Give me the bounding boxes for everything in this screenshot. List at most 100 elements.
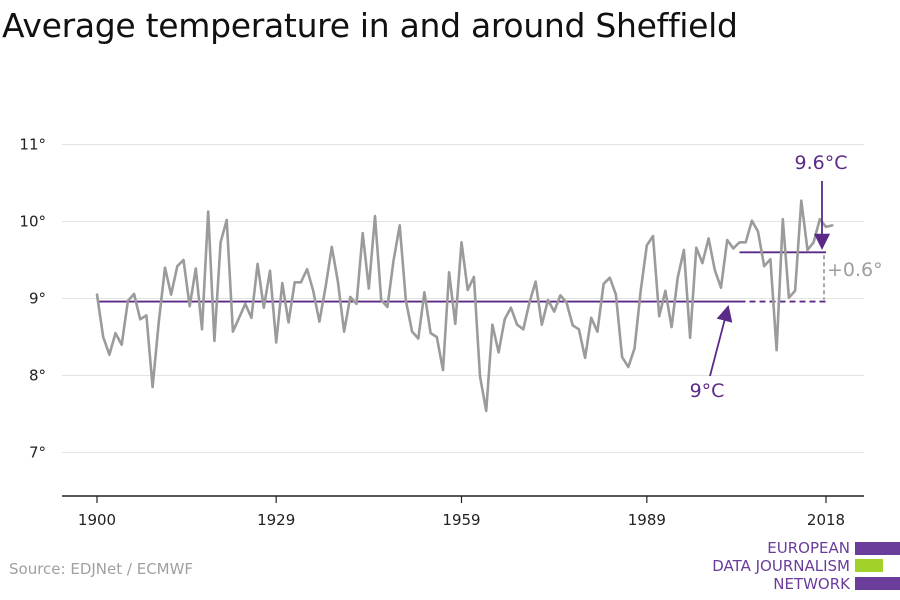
data-point-2000 bbox=[713, 268, 716, 272]
data-point-1941 bbox=[349, 295, 352, 299]
data-point-1931 bbox=[287, 321, 290, 324]
x-tick-label-2018: 2018 bbox=[807, 511, 845, 529]
y-tick-label-11: 11° bbox=[19, 136, 46, 154]
data-point-1947 bbox=[386, 305, 389, 309]
data-point-1927 bbox=[262, 306, 265, 309]
data-point-2016 bbox=[812, 241, 815, 244]
data-point-1943 bbox=[361, 231, 364, 235]
data-point-1924 bbox=[244, 302, 247, 305]
data-point-2019 bbox=[831, 224, 834, 227]
data-point-1923 bbox=[237, 316, 241, 319]
data-point-1963 bbox=[485, 409, 488, 413]
data-point-1979 bbox=[583, 356, 587, 359]
y-tick-label-8: 8° bbox=[29, 367, 46, 385]
data-point-1925 bbox=[250, 316, 253, 319]
data-point-1933 bbox=[299, 281, 302, 284]
data-point-1921 bbox=[225, 218, 228, 222]
data-point-1965 bbox=[497, 351, 500, 354]
data-point-1988 bbox=[639, 289, 642, 292]
data-point-1956 bbox=[441, 369, 445, 372]
data-point-1904 bbox=[120, 343, 123, 346]
temperature-series-line bbox=[95, 199, 834, 413]
data-point-1909 bbox=[151, 385, 154, 389]
data-point-1905 bbox=[126, 299, 129, 302]
data-point-1900 bbox=[95, 293, 99, 296]
data-point-1985 bbox=[621, 355, 624, 359]
data-point-1993 bbox=[670, 325, 673, 329]
data-point-2009 bbox=[769, 258, 772, 261]
data-point-1951 bbox=[410, 330, 414, 333]
data-point-1960 bbox=[466, 288, 469, 292]
data-point-2008 bbox=[763, 265, 766, 268]
data-point-1937 bbox=[324, 285, 327, 289]
data-point-1916 bbox=[194, 267, 197, 270]
data-point-2006 bbox=[750, 219, 753, 222]
data-point-1989 bbox=[645, 244, 648, 247]
data-point-1936 bbox=[318, 320, 321, 323]
data-point-1948 bbox=[392, 259, 395, 262]
data-point-1973 bbox=[546, 298, 550, 302]
logo-bar-purple-top bbox=[855, 542, 900, 555]
data-point-2012 bbox=[787, 296, 791, 299]
data-point-1981 bbox=[596, 330, 599, 333]
data-point-2014 bbox=[800, 199, 803, 202]
data-point-1990 bbox=[651, 235, 655, 238]
data-point-2005 bbox=[744, 241, 747, 244]
data-point-1976 bbox=[565, 301, 568, 304]
logo-line-network: NETWORK bbox=[773, 575, 850, 593]
data-point-1962 bbox=[478, 375, 482, 378]
data-point-1922 bbox=[231, 330, 235, 333]
annotation-difference: +0.6° bbox=[827, 259, 883, 281]
data-point-1949 bbox=[398, 224, 401, 227]
data-point-1942 bbox=[355, 302, 358, 305]
data-point-2001 bbox=[719, 286, 723, 289]
data-point-2007 bbox=[756, 230, 760, 233]
data-point-1944 bbox=[367, 287, 370, 290]
data-point-1974 bbox=[553, 310, 556, 313]
data-point-1914 bbox=[182, 258, 185, 262]
data-point-2015 bbox=[806, 248, 809, 252]
data-point-1995 bbox=[682, 248, 686, 252]
data-point-1972 bbox=[540, 323, 543, 326]
data-point-1982 bbox=[602, 282, 605, 285]
data-point-1919 bbox=[213, 339, 216, 342]
data-point-1939 bbox=[336, 280, 340, 283]
chart-title: Average temperature in and around Sheffi… bbox=[2, 6, 738, 45]
data-point-1957 bbox=[448, 271, 451, 274]
data-point-1902 bbox=[108, 353, 111, 356]
data-point-1934 bbox=[305, 268, 309, 271]
data-point-1999 bbox=[707, 237, 710, 240]
data-point-1930 bbox=[281, 282, 284, 285]
data-point-2004 bbox=[738, 241, 741, 244]
logo-line-european: EUROPEAN bbox=[767, 539, 850, 557]
data-point-2017 bbox=[818, 218, 821, 221]
data-point-1938 bbox=[330, 245, 333, 249]
data-point-1955 bbox=[435, 335, 438, 339]
data-point-1994 bbox=[676, 276, 679, 279]
data-point-1917 bbox=[200, 328, 204, 331]
data-point-1968 bbox=[516, 323, 519, 326]
data-point-1954 bbox=[429, 332, 432, 335]
data-point-1910 bbox=[157, 320, 160, 323]
data-point-1912 bbox=[170, 293, 173, 296]
data-point-2011 bbox=[781, 218, 784, 221]
data-point-1915 bbox=[188, 305, 191, 308]
y-tick-label-9: 9° bbox=[29, 290, 46, 308]
data-point-1953 bbox=[423, 291, 426, 294]
annotation-recent-avg: 9.6°C bbox=[795, 152, 848, 174]
x-tick-label-1929: 1929 bbox=[257, 511, 295, 529]
data-point-1907 bbox=[139, 318, 142, 321]
data-point-1971 bbox=[534, 280, 537, 283]
data-point-1975 bbox=[559, 294, 562, 297]
edjnet-logo: EUROPEAN DATA JOURNALISM NETWORK bbox=[700, 539, 900, 595]
data-point-2010 bbox=[775, 348, 778, 352]
logo-line-data-journalism: DATA JOURNALISM bbox=[712, 557, 850, 575]
data-point-1998 bbox=[701, 261, 704, 265]
data-point-1966 bbox=[503, 318, 506, 321]
data-point-1992 bbox=[664, 289, 667, 292]
data-point-1908 bbox=[145, 314, 148, 317]
data-point-1983 bbox=[608, 276, 611, 279]
data-point-2018 bbox=[824, 225, 828, 228]
data-point-1926 bbox=[256, 262, 259, 265]
